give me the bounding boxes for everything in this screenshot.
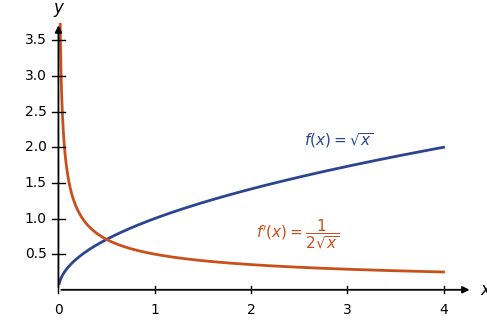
Text: 1.0: 1.0 <box>25 212 47 225</box>
Text: 1.5: 1.5 <box>25 176 47 190</box>
Text: 0.5: 0.5 <box>25 247 47 261</box>
Text: 1: 1 <box>150 303 159 317</box>
Text: 0: 0 <box>54 303 63 317</box>
Text: 3.0: 3.0 <box>25 69 47 83</box>
Text: 3.5: 3.5 <box>25 33 47 47</box>
Text: 4: 4 <box>439 303 448 317</box>
Text: 2.5: 2.5 <box>25 105 47 118</box>
Text: $f(x) = \sqrt{x}$: $f(x) = \sqrt{x}$ <box>304 131 374 150</box>
Text: y: y <box>54 0 63 17</box>
Text: 2.0: 2.0 <box>25 140 47 154</box>
Text: 2: 2 <box>246 303 255 317</box>
Text: x: x <box>480 281 487 299</box>
Text: 3: 3 <box>343 303 352 317</box>
Text: $f'(x) = \dfrac{1}{2\sqrt{x}}$: $f'(x) = \dfrac{1}{2\sqrt{x}}$ <box>256 217 339 251</box>
